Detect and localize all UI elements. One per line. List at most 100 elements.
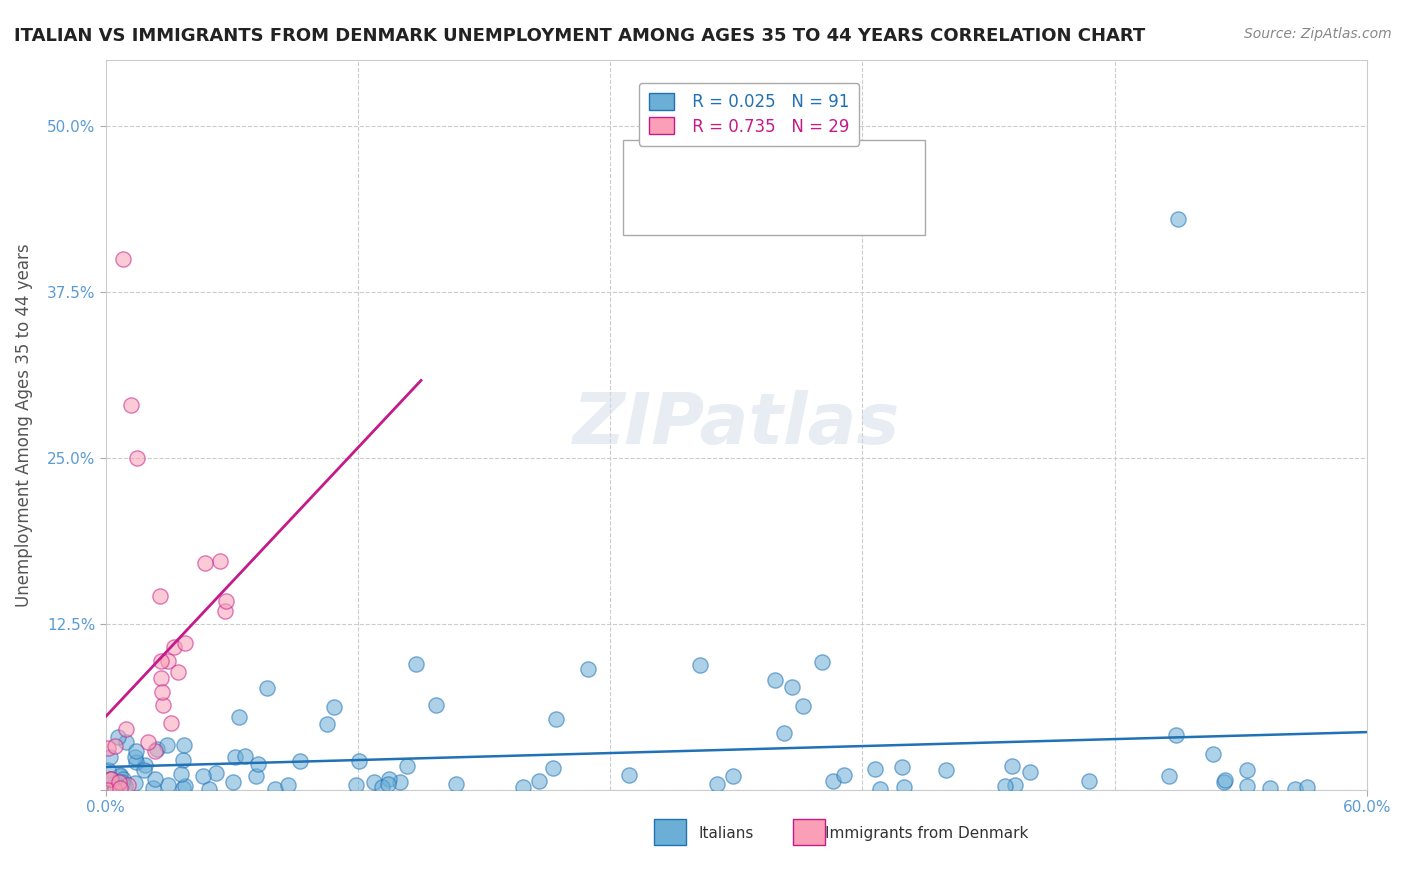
Point <box>371 780 394 794</box>
Point <box>152 698 174 712</box>
Point <box>763 673 786 687</box>
Point <box>221 774 243 789</box>
Text: Source: ZipAtlas.com: Source: ZipAtlas.com <box>1244 27 1392 41</box>
Y-axis label: Unemployment Among Ages 35 to 44 years: Unemployment Among Ages 35 to 44 years <box>15 243 32 607</box>
Point <box>277 778 299 792</box>
Text: Immigrants from Denmark: Immigrants from Denmark <box>824 826 1028 841</box>
Point <box>773 726 796 740</box>
Point <box>1004 778 1026 792</box>
Point <box>100 780 122 795</box>
Point <box>527 773 550 788</box>
Point <box>1157 768 1180 782</box>
Point <box>994 779 1017 793</box>
Point <box>174 636 197 650</box>
Point <box>167 665 190 680</box>
Point <box>706 777 728 791</box>
Point <box>115 735 138 749</box>
Point <box>156 654 179 668</box>
Point <box>136 735 159 749</box>
Point <box>194 556 217 570</box>
Point <box>110 775 132 789</box>
Text: Italians: Italians <box>699 826 754 841</box>
Point <box>256 681 278 696</box>
Point <box>541 761 564 775</box>
Point <box>107 730 129 744</box>
Point <box>97 740 120 755</box>
Point <box>323 700 346 714</box>
Point <box>215 594 238 608</box>
Point <box>288 754 311 768</box>
Point <box>114 779 136 793</box>
Point <box>104 782 127 797</box>
Point <box>893 780 915 795</box>
Point <box>205 766 228 780</box>
Point <box>103 782 125 797</box>
Point <box>544 712 567 726</box>
Point <box>124 776 146 790</box>
Point <box>823 773 845 788</box>
Text: ITALIAN VS IMMIGRANTS FROM DENMARK UNEMPLOYMENT AMONG AGES 35 TO 44 YEARS CORREL: ITALIAN VS IMMIGRANTS FROM DENMARK UNEMP… <box>14 27 1146 45</box>
Point <box>108 775 131 789</box>
Point <box>378 772 401 786</box>
Point <box>863 762 886 776</box>
Point <box>111 777 134 791</box>
Point <box>576 662 599 676</box>
Point <box>396 758 419 772</box>
Point <box>689 658 711 673</box>
Point <box>389 775 412 789</box>
Point <box>1018 764 1040 779</box>
Point <box>1167 211 1189 226</box>
Point <box>224 750 246 764</box>
Point <box>264 782 287 797</box>
Point <box>377 777 399 791</box>
Point <box>108 768 131 782</box>
Point <box>149 671 172 685</box>
Point <box>142 781 165 796</box>
FancyBboxPatch shape <box>793 819 824 845</box>
Point <box>111 772 134 787</box>
FancyBboxPatch shape <box>623 140 925 235</box>
Point <box>228 710 250 724</box>
Point <box>723 769 745 783</box>
Text: ZIPatlas: ZIPatlas <box>572 390 900 459</box>
Point <box>811 655 834 669</box>
Point <box>157 778 180 792</box>
Point <box>174 780 197 794</box>
Point <box>617 768 640 782</box>
Point <box>108 769 131 783</box>
Point <box>233 748 256 763</box>
Point <box>160 716 183 731</box>
Point <box>316 717 339 731</box>
FancyBboxPatch shape <box>654 819 686 845</box>
Point <box>1213 775 1236 789</box>
Point <box>111 252 134 266</box>
Point <box>100 772 122 786</box>
Point <box>127 450 149 465</box>
Point <box>1296 780 1319 794</box>
Point <box>134 758 156 772</box>
Point <box>155 739 177 753</box>
Point <box>150 654 173 668</box>
Point <box>1284 782 1306 797</box>
Point <box>512 780 534 795</box>
Point <box>100 772 122 786</box>
Point <box>246 756 269 771</box>
Point <box>115 722 138 736</box>
Point <box>100 772 122 787</box>
Point <box>172 780 194 795</box>
Point <box>780 680 803 694</box>
Point <box>405 657 427 671</box>
Point <box>1166 728 1188 742</box>
Point <box>1001 759 1024 773</box>
Point <box>120 398 142 412</box>
Point <box>172 754 194 768</box>
Point <box>125 755 148 769</box>
Point <box>869 782 891 797</box>
Point <box>124 750 146 764</box>
Point <box>104 739 127 753</box>
Point <box>146 742 169 756</box>
Point <box>425 698 447 713</box>
Point <box>108 780 131 795</box>
Point <box>344 778 367 792</box>
Point <box>891 760 914 774</box>
